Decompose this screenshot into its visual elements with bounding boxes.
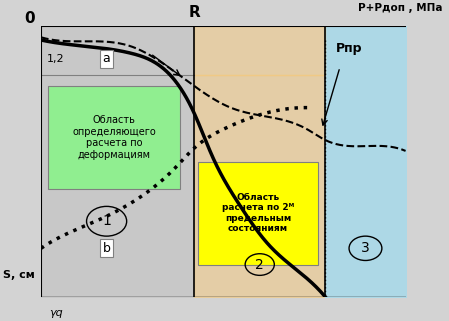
Text: P+Pдоп , МПа: P+Pдоп , МПа xyxy=(358,3,443,13)
Text: a: a xyxy=(103,52,110,65)
Text: S, см: S, см xyxy=(3,270,35,280)
Bar xyxy=(48,86,180,189)
Text: Область
расчета по 2ᴹ
предельным
состояниям: Область расчета по 2ᴹ предельным состоян… xyxy=(222,193,294,233)
Text: b: b xyxy=(103,242,110,255)
Text: Pпр: Pпр xyxy=(336,42,363,55)
Text: Область
определяющего
расчета по
деформациям: Область определяющего расчета по деформа… xyxy=(72,115,156,160)
Text: R: R xyxy=(188,5,200,21)
Text: 1,2: 1,2 xyxy=(47,54,64,64)
Text: 2: 2 xyxy=(255,257,264,272)
Text: 3: 3 xyxy=(361,241,370,255)
Text: 1: 1 xyxy=(102,214,111,228)
Text: 0: 0 xyxy=(25,11,35,26)
Bar xyxy=(198,162,318,265)
Text: γq: γq xyxy=(48,308,62,318)
